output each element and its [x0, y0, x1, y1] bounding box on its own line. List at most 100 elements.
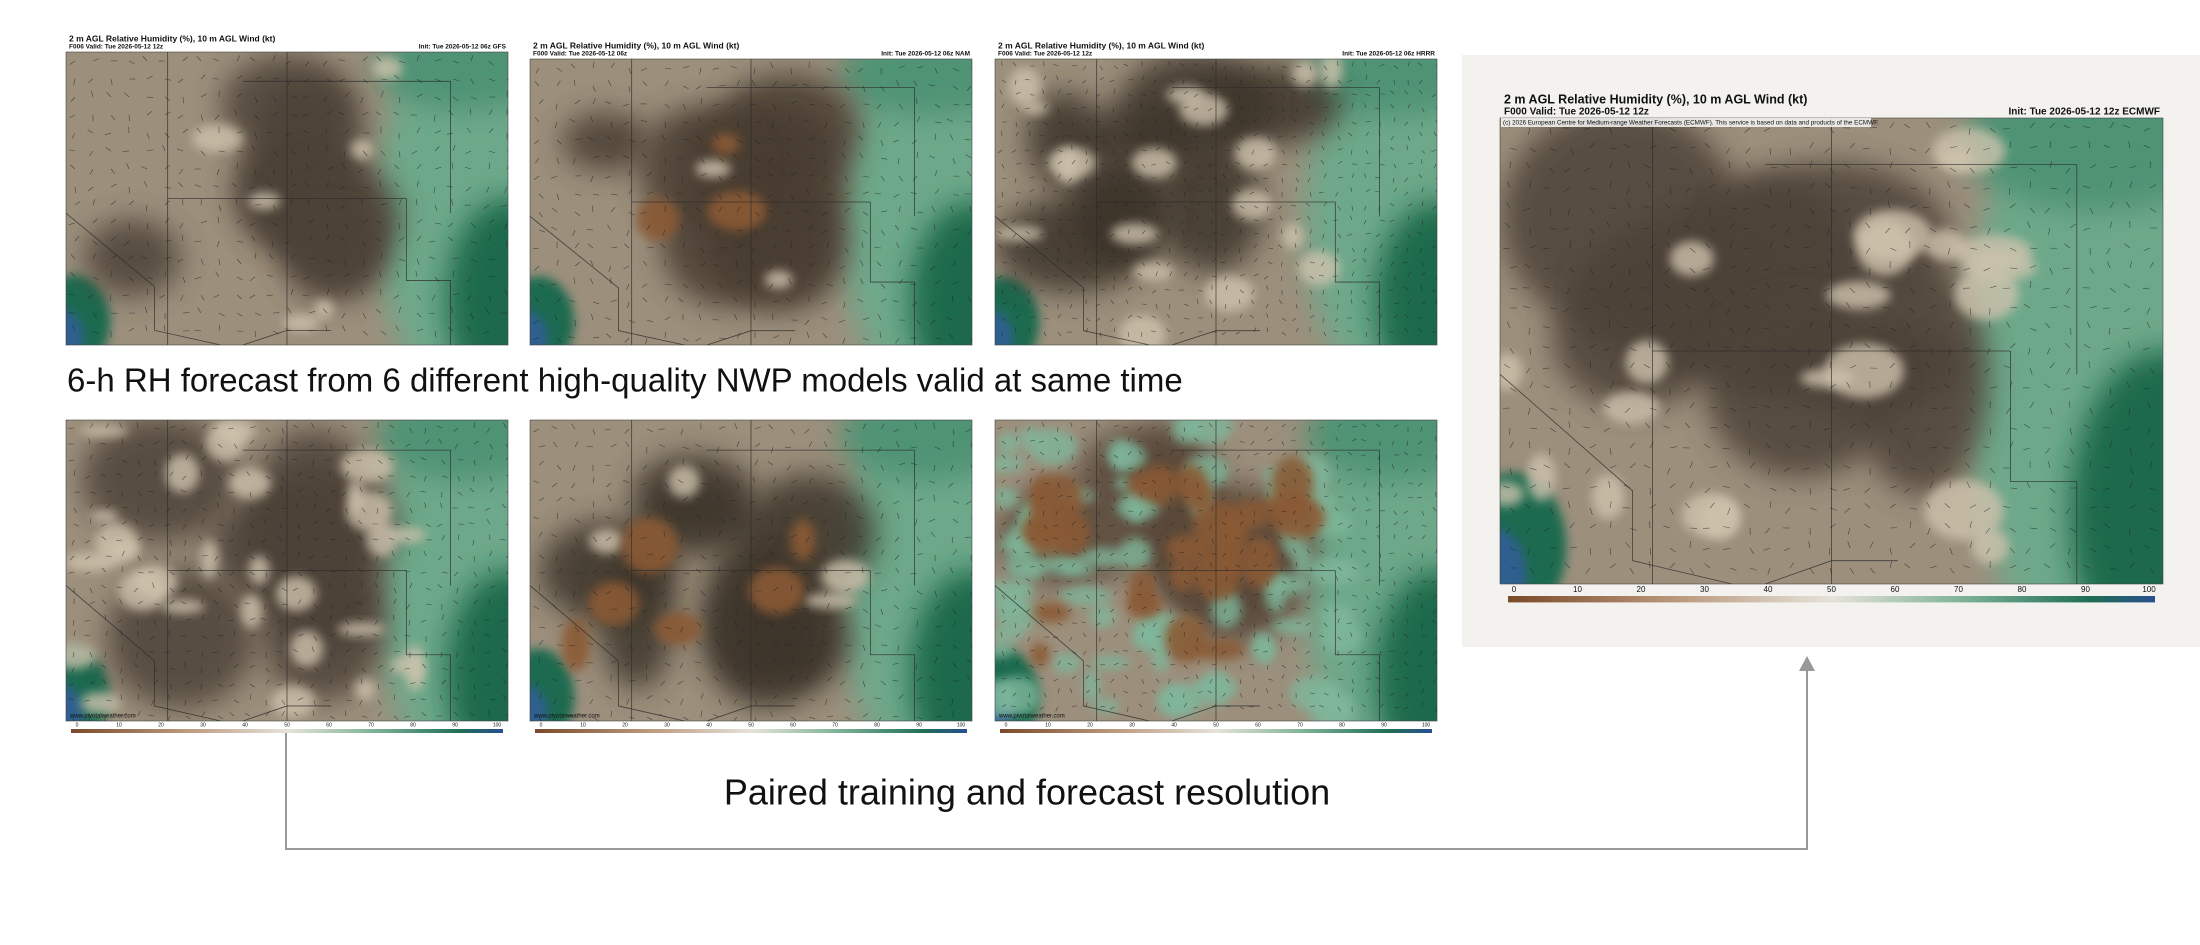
wind-barb [1769, 241, 1773, 249]
wind-barb [1404, 313, 1409, 319]
wind-barb [361, 678, 363, 685]
wind-barb [1039, 289, 1045, 292]
wind-barb [281, 570, 288, 573]
wind-barb [950, 206, 954, 213]
wind-barb [101, 567, 107, 573]
wind-barb [532, 247, 540, 250]
wind-barb [2069, 146, 2077, 149]
wind-barb [1419, 131, 1423, 137]
wind-barb [646, 224, 651, 231]
wind-barb [1043, 646, 1048, 652]
wind-barb [1210, 562, 1213, 568]
wind-barb [1083, 450, 1087, 456]
moist-patch [1204, 275, 1255, 312]
wind-barb [1808, 541, 1811, 549]
wind-barb [1589, 485, 1597, 489]
wind-barb [1729, 567, 1737, 571]
very-dry-patch [1262, 493, 1313, 520]
wind-barb [180, 294, 184, 301]
wind-barb [1723, 526, 1731, 529]
wind-barb [1321, 261, 1325, 267]
wind-barb [393, 587, 397, 594]
wind-barb [952, 440, 954, 448]
wind-barb [1180, 538, 1185, 544]
wind-barb [1949, 425, 1957, 429]
moist-patch [1700, 500, 1740, 540]
wind-barb [910, 607, 918, 610]
wind-barb [861, 494, 864, 502]
wind-barb [1769, 347, 1777, 351]
wind-barb [506, 165, 508, 170]
wind-barb [574, 261, 581, 267]
wind-barb [290, 183, 297, 188]
wind-barb [1277, 135, 1283, 138]
wind-barb [556, 139, 562, 145]
wind-barb [249, 294, 256, 299]
wind-barb [876, 482, 882, 489]
wind-barb [1362, 423, 1367, 428]
wind-barb [1292, 647, 1297, 652]
wind-barb [150, 635, 155, 641]
wind-barb [84, 571, 91, 575]
wind-barb [1337, 79, 1342, 84]
wind-barb [1403, 676, 1409, 680]
wind-barb [92, 218, 98, 224]
wind-barb [610, 660, 618, 664]
wind-barb [1889, 547, 1892, 555]
wind-barb [624, 518, 630, 525]
wind-barb [1099, 706, 1105, 708]
wind-barb [568, 644, 576, 647]
wind-barb [696, 621, 702, 628]
wind-barb [934, 446, 941, 450]
wind-barb [74, 186, 76, 194]
wind-barb [606, 135, 612, 141]
wind-barb [1265, 688, 1269, 694]
wind-barb [1645, 422, 1651, 429]
wind-barb [772, 225, 778, 231]
wind-barb [839, 265, 846, 270]
wind-barb [1629, 347, 1637, 352]
wind-barb [2103, 487, 2111, 490]
wind-barb [664, 193, 670, 200]
wind-barb [1235, 537, 1241, 540]
wind-barb [1337, 160, 1343, 165]
wind-barb [148, 523, 155, 527]
wind-barb [552, 603, 558, 610]
wind-barb [408, 550, 411, 557]
wind-barb [448, 110, 454, 116]
wind-barb [254, 252, 257, 260]
wind-barb [642, 572, 648, 578]
wind-barb [73, 507, 78, 514]
wind-barb [1333, 219, 1339, 221]
wind-barb [1057, 173, 1061, 179]
moist-patch [1231, 188, 1273, 221]
wind-barb [876, 103, 882, 109]
wind-barb [1323, 92, 1329, 95]
wind-barb [1865, 422, 1871, 429]
wind-barb [718, 698, 721, 706]
wind-barb [164, 200, 170, 206]
wind-barb [1351, 566, 1357, 570]
wind-barb [1209, 678, 1213, 684]
wind-barb [1043, 275, 1049, 279]
wind-barb [272, 204, 277, 211]
wind-barb [506, 149, 508, 152]
wind-barb [470, 54, 474, 62]
wind-barb [2049, 543, 2056, 549]
wind-barb [826, 482, 834, 485]
wind-barb [441, 459, 446, 465]
wind-barb [470, 258, 477, 263]
wind-barb [1305, 79, 1311, 83]
wind-barb [712, 67, 720, 70]
wind-barb [1351, 173, 1355, 179]
wind-barb [169, 614, 171, 621]
wind-barb [952, 500, 959, 504]
colorbar-label: 70 [1954, 585, 1963, 594]
wind-barb [1081, 607, 1087, 610]
wind-barb [1435, 107, 1437, 110]
wind-barb [754, 662, 759, 669]
wind-barb [1197, 261, 1200, 267]
wind-barb [916, 716, 924, 720]
wind-barb [1113, 590, 1118, 596]
wind-barb [1281, 107, 1285, 113]
